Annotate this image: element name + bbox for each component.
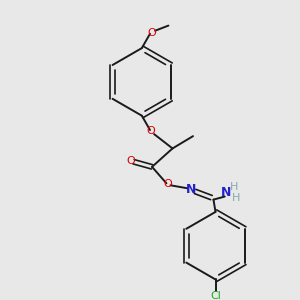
Text: H: H	[232, 193, 240, 202]
Text: N: N	[186, 183, 196, 196]
Text: O: O	[147, 126, 155, 136]
Text: Cl: Cl	[210, 291, 221, 300]
Text: H: H	[230, 182, 238, 192]
Text: O: O	[126, 156, 135, 166]
Text: O: O	[148, 28, 156, 38]
Text: O: O	[163, 179, 172, 189]
Text: N: N	[220, 186, 231, 199]
